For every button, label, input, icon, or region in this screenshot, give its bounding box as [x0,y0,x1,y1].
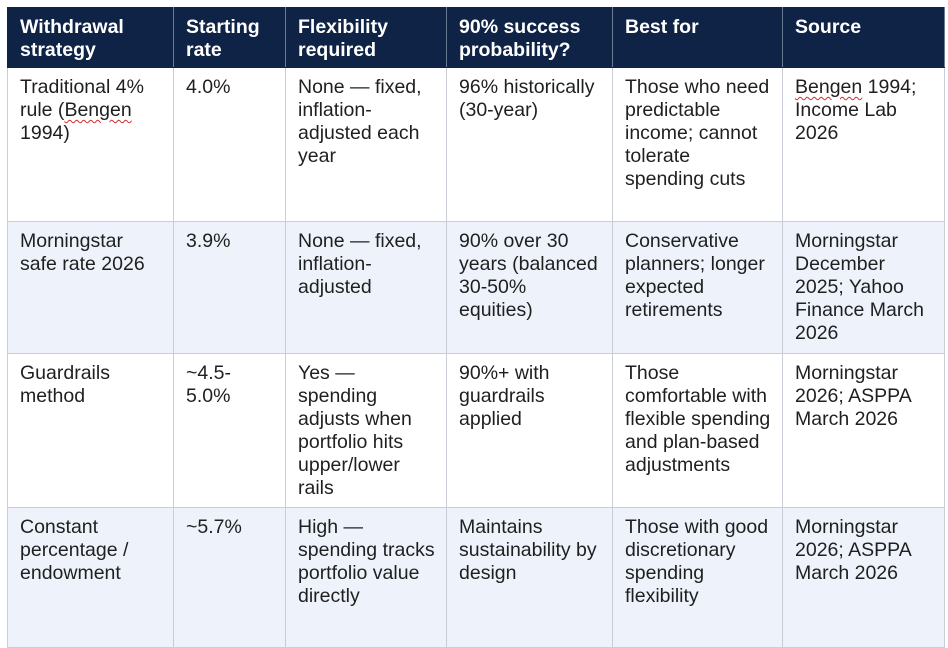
cell-flexibility: None — fixed, inflation-adjusted each ye… [285,67,447,222]
cell-flexibility: None — fixed, inflation-adjusted [285,221,447,354]
cell-rate: ~4.5-5.0% [173,353,286,508]
header-best-for: Best for [612,7,783,68]
cell-source: Bengen 1994; Income Lab 2026 [782,67,945,222]
cell-best-for: Conservative planners; longer expected r… [612,221,783,354]
cell-source: Morningstar 2026; ASPPA March 2026 [782,353,945,508]
header-success-probability: 90% success probability? [446,7,613,68]
cell-strategy: Constant percentage / endowment [7,507,174,648]
cell-best-for: Those comfortable with flexible spending… [612,353,783,508]
header-starting-rate: Starting rate [173,7,286,68]
cell-success: Maintains sustainability by design [446,507,613,648]
cell-best-for: Those with good discretionary spending f… [612,507,783,648]
cell-success: 90% over 30 years (balanced 30-50% equit… [446,221,613,354]
strategy-text: Traditional 4% rule ( [20,76,144,121]
cell-rate: 4.0% [173,67,286,222]
cell-strategy: Traditional 4% rule (Bengen 1994) [7,67,174,222]
spellcheck-flagged-word[interactable]: Bengen [795,76,863,98]
cell-rate: 3.9% [173,221,286,354]
cell-success: 96% historically (30-year) [446,67,613,222]
cell-strategy: Morningstar safe rate 2026 [7,221,174,354]
cell-source: Morningstar 2026; ASPPA March 2026 [782,507,945,648]
withdrawal-strategy-table: Withdrawal strategy Starting rate Flexib… [7,7,945,648]
header-withdrawal-strategy: Withdrawal strategy [7,7,174,68]
header-row: Withdrawal strategy Starting rate Flexib… [7,7,945,68]
table-row: Traditional 4% rule (Bengen 1994) 4.0% N… [7,67,945,222]
cell-best-for: Those who need predictable income; canno… [612,67,783,222]
cell-flexibility: High — spending tracks portfolio value d… [285,507,447,648]
source-text: 1994; Income Lab 2026 [795,76,917,144]
header-flexibility-required: Flexibility required [285,7,447,68]
cell-source: Morningstar December 2025; Yahoo Finance… [782,221,945,354]
strategy-text-end: 1994) [20,122,70,144]
cell-rate: ~5.7% [173,507,286,648]
cell-success: 90%+ with guardrails applied [446,353,613,508]
table-row: Morningstar safe rate 2026 3.9% None — f… [7,221,945,354]
cell-flexibility: Yes — spending adjusts when portfolio hi… [285,353,447,508]
cell-strategy: Guardrails method [7,353,174,508]
spellcheck-flagged-word[interactable]: Bengen [64,99,132,121]
table-row: Guardrails method ~4.5-5.0% Yes — spendi… [7,353,945,508]
header-source: Source [782,7,945,68]
table-row: Constant percentage / endowment ~5.7% Hi… [7,507,945,648]
